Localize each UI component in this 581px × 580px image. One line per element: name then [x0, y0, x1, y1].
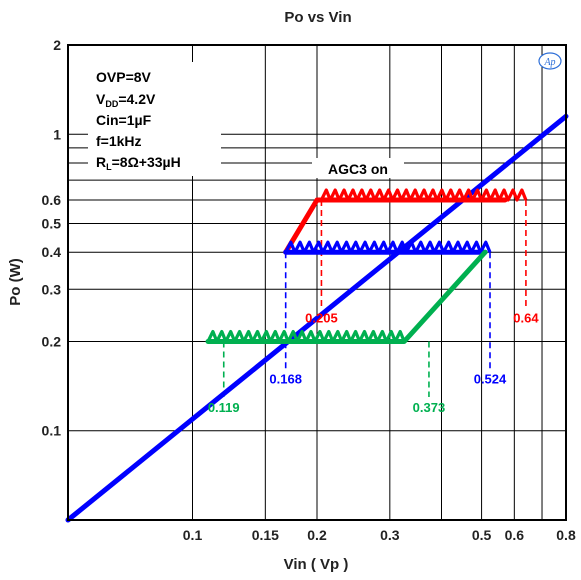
y-tick-labels: 0.1 0.2 0.3 0.4 0.5 0.6 1 2 [42, 37, 62, 439]
agc-label-bg [312, 158, 404, 178]
plot-frame [67, 44, 567, 521]
y-tick-label: 1 [53, 126, 61, 142]
series-agc-ripple [319, 188, 528, 202]
marker-value-label: 0.524 [474, 372, 507, 387]
series-line [65, 113, 569, 523]
x-tick-label: 0.5 [472, 527, 492, 543]
x-tick-label: 0.15 [252, 527, 279, 543]
agc-label: AGC3 on [328, 161, 388, 177]
y-tick-label: 0.3 [42, 281, 62, 297]
marker-value-label: 0.373 [413, 400, 446, 415]
condition-ovp: OVP=8V [96, 69, 152, 85]
series-agc-ripple [284, 240, 492, 254]
x-tick-label: 0.8 [556, 527, 576, 543]
condition-rl: RL=8Ω+33µH [96, 154, 181, 172]
series-line [283, 197, 508, 255]
marker-value-label: 0.205 [305, 311, 338, 326]
chart-title: Po vs Vin [284, 9, 351, 26]
x-axis-label: Vin ( Vp ) [284, 556, 349, 573]
y-tick-label: 2 [53, 37, 61, 53]
y-tick-label: 0.5 [42, 216, 62, 232]
marker-value-label: 0.119 [208, 400, 240, 415]
x-tick-label: 0.1 [183, 527, 203, 543]
condition-vdd: VDD=4.2V [96, 91, 156, 109]
y-tick-label: 0.1 [42, 423, 62, 439]
series-agc-ripple [206, 329, 406, 344]
y-tick-label: 0.6 [42, 192, 62, 208]
x-tick-label: 0.3 [380, 527, 400, 543]
x-tick-label: 0.6 [505, 527, 525, 543]
condition-freq: f=1kHz [96, 133, 142, 149]
marker-value-label: 0.64 [513, 311, 539, 326]
y-tick-label: 0.4 [42, 244, 62, 260]
plot-area: 0.205 0.64 0.168 0.524 0.119 0.373 [65, 113, 569, 523]
y-axis-label: Po (W) [7, 258, 24, 305]
x-tick-label: 0.2 [307, 527, 327, 543]
ap-logo: Ap [538, 52, 562, 70]
svg-text:Ap: Ap [543, 57, 555, 68]
y-tick-label: 0.2 [42, 333, 62, 349]
condition-cin: Cin=1µF [96, 112, 152, 128]
x-tick-labels: 0.1 0.15 0.2 0.3 0.5 0.6 0.8 [183, 527, 576, 543]
conditions-box: OVP=8V VDD=4.2V Cin=1µF f=1kHz RL=8Ω+33µ… [88, 62, 221, 176]
marker-value-label: 0.168 [269, 372, 302, 387]
